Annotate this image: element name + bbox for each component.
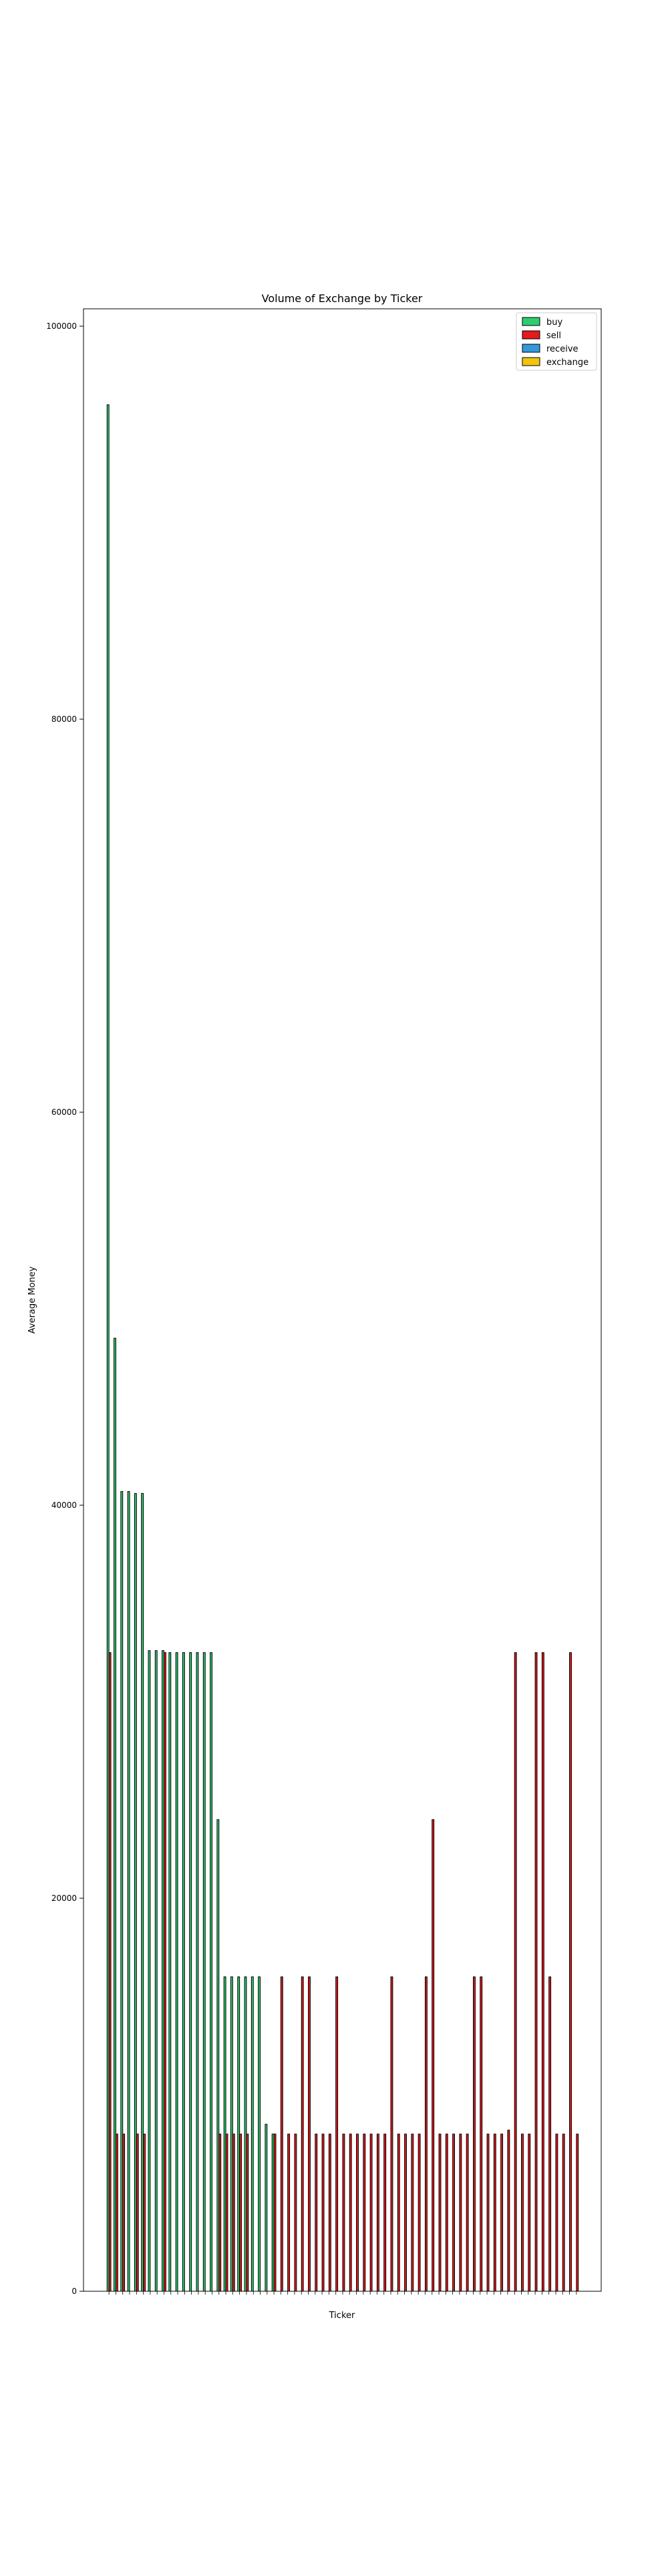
- bar-sell: [280, 1976, 283, 2292]
- bar-sell: [500, 2134, 504, 2292]
- y-tick-label: 60000: [51, 1108, 77, 1117]
- bar-sell: [356, 2134, 359, 2292]
- bar-sell: [246, 2134, 249, 2292]
- bar-sell: [369, 2134, 373, 2292]
- bar-sell: [555, 2134, 558, 2292]
- bar-sell: [315, 2134, 318, 2292]
- bar-sell: [294, 2134, 297, 2292]
- legend-swatch-buy: [522, 317, 540, 326]
- y-tick-label: 20000: [51, 1894, 77, 1903]
- y-tick-label: 80000: [51, 715, 77, 724]
- bar-buy: [202, 1652, 206, 2292]
- legend-swatch-sell: [522, 330, 540, 340]
- bar-sell: [301, 1976, 304, 2292]
- bar-sell: [273, 2134, 277, 2292]
- bar-sell: [383, 2134, 387, 2292]
- bar-buy: [251, 1976, 254, 2292]
- bar-sell: [445, 2134, 448, 2292]
- y-axis: 0 20000 40000 60000 80000 100000: [46, 321, 84, 2296]
- bar-sell: [569, 1652, 572, 2292]
- bar-sell: [534, 1652, 538, 2292]
- bar-sell: [521, 2134, 524, 2292]
- bar-sell: [438, 2134, 442, 2292]
- bar-sell: [287, 2134, 291, 2292]
- bar-buy: [196, 1652, 199, 2292]
- bar-sell: [143, 2134, 146, 2292]
- y-tick-label: 0: [71, 2287, 77, 2296]
- bar-buy: [127, 1491, 130, 2292]
- bar-sell: [418, 2134, 421, 2292]
- bar-buy: [265, 2123, 268, 2292]
- bar-sell: [321, 2134, 325, 2292]
- bar-sell: [136, 2134, 139, 2292]
- bar-sell: [486, 2134, 490, 2292]
- y-tick-label: 40000: [51, 1501, 77, 1510]
- bar-sell: [480, 1976, 483, 2292]
- bar-sell: [514, 1652, 517, 2292]
- bar-buy: [189, 1652, 192, 2292]
- legend-label-buy: buy: [546, 317, 562, 328]
- bar-sell: [225, 2134, 228, 2292]
- bar-buy: [168, 1652, 172, 2292]
- legend-swatch-exchange: [522, 357, 540, 366]
- chart-title: Volume of Exchange by Ticker: [262, 292, 423, 305]
- bar-sell: [459, 2134, 462, 2292]
- bar-sell: [163, 1652, 166, 2292]
- bar-sell: [397, 2134, 400, 2292]
- bar-sell: [328, 2134, 331, 2292]
- bar-sell: [363, 2134, 366, 2292]
- bar-sell: [452, 2134, 456, 2292]
- plot-frame: [83, 308, 602, 2292]
- bar-sell: [466, 2134, 469, 2292]
- bar-sell: [349, 2134, 352, 2292]
- bar-sell: [232, 2134, 235, 2292]
- bar-sell: [335, 1976, 339, 2292]
- bar-buy: [175, 1652, 178, 2292]
- bar-sell: [108, 1652, 112, 2292]
- bar-sell: [562, 2134, 565, 2292]
- bar-sell: [404, 2134, 407, 2292]
- bar-sell: [424, 1976, 428, 2292]
- y-tick-label: 100000: [46, 321, 77, 331]
- bar-sell: [432, 1819, 435, 2292]
- bar-sell: [507, 2130, 510, 2292]
- bar-buy: [210, 1652, 212, 2292]
- bar-sell: [342, 2134, 345, 2292]
- bar-sell: [218, 2134, 222, 2292]
- bar-sell: [308, 1976, 311, 2292]
- bar-sell: [390, 1976, 393, 2292]
- legend-box: [516, 312, 597, 371]
- legend-swatch-receive: [522, 344, 540, 353]
- x-axis-label: Ticker: [329, 2311, 355, 2321]
- bar-sell: [411, 2134, 414, 2292]
- bar-buy: [182, 1652, 185, 2292]
- bar-sell: [115, 2134, 118, 2292]
- bar-buy: [148, 1650, 151, 2292]
- bars-layer: [106, 404, 579, 2292]
- bar-sell: [548, 1976, 552, 2292]
- bar-buy: [258, 1976, 261, 2292]
- legend-label-exchange: exchange: [546, 358, 589, 368]
- legend-label-receive: receive: [546, 344, 578, 354]
- bar-sell: [239, 2134, 242, 2292]
- bar-sell: [473, 1976, 476, 2292]
- bar-sell: [376, 2134, 379, 2292]
- bar-sell: [122, 2134, 126, 2292]
- bar-buy: [154, 1650, 158, 2292]
- y-axis-label: Average Money: [27, 1266, 37, 1333]
- bar-sell: [493, 2134, 496, 2292]
- bar-sell: [541, 1652, 544, 2292]
- x-axis: [108, 2291, 577, 2295]
- legend: buy sell receive exchange: [516, 312, 597, 371]
- legend-label-sell: sell: [546, 331, 561, 341]
- bar-sell: [528, 2134, 531, 2292]
- bar-sell: [576, 2134, 579, 2292]
